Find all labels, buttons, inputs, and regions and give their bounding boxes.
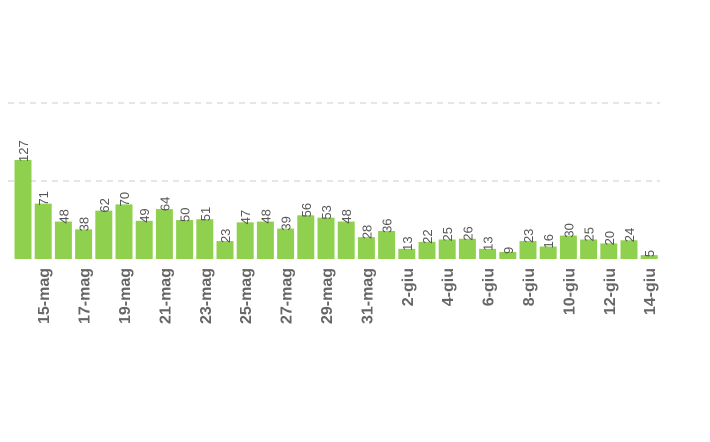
- value-label: 64: [157, 197, 172, 211]
- x-tick-label: 2-giu: [400, 268, 417, 306]
- bar: [115, 204, 133, 259]
- bar: [236, 222, 254, 259]
- bar: [317, 217, 335, 259]
- bar: [14, 159, 32, 259]
- x-tick-label: 23-mag: [198, 268, 215, 324]
- bar: [580, 239, 598, 259]
- value-label: 24: [622, 228, 637, 242]
- value-label: 25: [582, 227, 597, 241]
- x-tick-label: 4-giu: [440, 268, 457, 306]
- bar: [438, 239, 456, 259]
- value-label: 53: [319, 205, 334, 219]
- bar: [519, 241, 537, 259]
- bar: [277, 228, 295, 259]
- value-label: 38: [77, 217, 92, 231]
- bar: [196, 219, 214, 259]
- bar: [640, 255, 658, 259]
- x-tick-label: 25-mag: [238, 268, 255, 324]
- bar: [357, 237, 375, 259]
- value-label: 48: [56, 209, 71, 223]
- value-label: 50: [178, 208, 193, 222]
- value-label: 9: [501, 247, 516, 254]
- bar: [216, 241, 234, 259]
- value-label: 28: [359, 225, 374, 239]
- bar: [398, 248, 416, 259]
- value-label: 62: [97, 198, 112, 212]
- bar: [155, 209, 173, 259]
- bar: [418, 241, 436, 259]
- value-label: 23: [521, 229, 536, 243]
- value-label: 23: [218, 229, 233, 243]
- bar: [337, 221, 355, 259]
- value-label: 70: [117, 192, 132, 206]
- value-label: 47: [238, 210, 253, 224]
- value-label: 25: [440, 227, 455, 241]
- bar: [539, 246, 557, 259]
- value-label: 51: [198, 207, 213, 221]
- x-tick-label: 15-mag: [36, 268, 53, 324]
- bar: [75, 229, 93, 259]
- x-tick-label: 14-giu: [642, 268, 659, 315]
- value-label: 13: [400, 236, 415, 250]
- bar: [458, 238, 476, 259]
- bar: [135, 220, 153, 259]
- bar: [297, 215, 315, 259]
- value-label: 48: [339, 209, 354, 223]
- value-label: 22: [420, 229, 435, 243]
- x-tick-label: 6-giu: [481, 268, 498, 306]
- x-tick-label: 8-giu: [521, 268, 538, 306]
- x-tick-label: 10-giu: [561, 268, 578, 315]
- x-tick-label: 31-mag: [359, 268, 376, 324]
- bar: [34, 203, 52, 259]
- value-label: 36: [380, 218, 395, 232]
- x-tick-label: 29-mag: [319, 268, 336, 324]
- value-label: 30: [561, 223, 576, 237]
- value-label: 16: [541, 234, 556, 248]
- value-label: 48: [258, 209, 273, 223]
- value-label: 71: [36, 191, 51, 205]
- bar: [95, 210, 113, 259]
- bar: [479, 248, 497, 259]
- x-tick-label: 27-mag: [279, 268, 296, 324]
- x-tick-label: 12-giu: [602, 268, 619, 315]
- value-label: 39: [279, 216, 294, 230]
- bar: [600, 243, 618, 259]
- bar: [620, 240, 638, 259]
- value-label: 5: [642, 250, 657, 257]
- x-tick-label: 19-mag: [117, 268, 134, 324]
- value-label: 56: [299, 203, 314, 217]
- bar: [256, 221, 274, 259]
- value-label: 127: [16, 140, 31, 162]
- bar: [54, 221, 72, 259]
- value-label: 13: [481, 236, 496, 250]
- bar: [378, 230, 396, 259]
- bar: [176, 220, 194, 259]
- bar: [559, 235, 577, 259]
- x-tick-label: 17-mag: [77, 268, 94, 324]
- x-tick-label: 21-mag: [157, 268, 174, 324]
- value-label: 26: [460, 226, 475, 240]
- value-label: 20: [602, 231, 617, 245]
- value-label: 49: [137, 208, 152, 222]
- bar: [499, 251, 517, 259]
